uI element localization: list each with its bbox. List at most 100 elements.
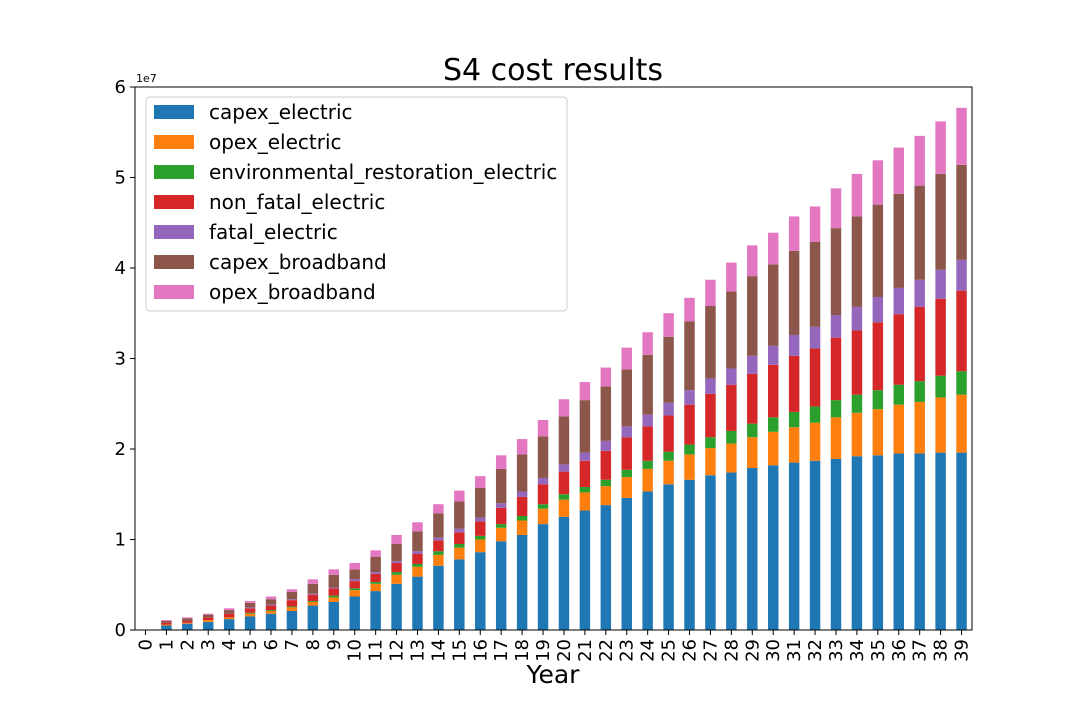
bar-non_fatal_electric-18: [516, 496, 528, 516]
bar-environmental_restoration_electric-8: [307, 601, 319, 602]
bar-opex_electric-39: [956, 394, 967, 453]
bar-non_fatal_electric-14: [433, 540, 444, 552]
x-tick-label: 23: [617, 639, 638, 662]
bar-capex_broadband-9: [328, 574, 340, 588]
bar-non_fatal_electric-36: [893, 314, 904, 385]
bar-opex_electric-34: [851, 412, 863, 457]
bar-fatal_electric-14: [433, 537, 444, 541]
bar-capex_electric-36: [893, 453, 904, 630]
bar-capex_broadband-37: [914, 185, 925, 280]
bar-fatal_electric-11: [370, 572, 381, 574]
bar-non_fatal_electric-24: [642, 426, 653, 461]
bar-capex_electric-27: [705, 475, 716, 630]
x-tick-label: 18: [512, 639, 533, 662]
bar-environmental_restoration_electric-38: [935, 375, 946, 398]
legend-label-opex_broadband: opex_broadband: [209, 280, 376, 304]
legend-swatch-opex_broadband: [154, 285, 194, 299]
bar-environmental_restoration_electric-35: [872, 390, 884, 410]
bar-capex_electric-33: [830, 458, 842, 630]
bar-opex_broadband-7: [286, 589, 298, 592]
x-tick-label: 20: [554, 639, 575, 662]
x-tick-label: 24: [638, 639, 659, 662]
bar-opex_electric-26: [684, 454, 695, 480]
bar-capex_broadband-3: [203, 614, 214, 618]
bar-non_fatal_electric-26: [684, 404, 695, 445]
bar-non_fatal_electric-25: [663, 415, 674, 452]
x-tick-label: 14: [428, 639, 449, 662]
bar-fatal_electric-29: [747, 355, 758, 374]
bar-capex_electric-21: [579, 510, 591, 630]
legend-swatch-capex_electric: [154, 105, 194, 119]
bar-environmental_restoration_electric-21: [579, 487, 591, 493]
bar-non_fatal_electric-13: [412, 553, 423, 564]
bar-environmental_restoration_electric-11: [370, 582, 381, 584]
bar-opex_electric-19: [537, 508, 549, 525]
bar-non_fatal_electric-31: [788, 355, 800, 412]
legend-swatch-fatal_electric: [154, 225, 194, 239]
bar-environmental_restoration_electric-27: [705, 437, 716, 449]
bar-capex_broadband-19: [537, 436, 549, 478]
bar-opex_electric-9: [328, 597, 340, 602]
bar-capex_broadband-20: [558, 416, 570, 465]
bar-fatal_electric-9: [328, 587, 340, 589]
bar-environmental_restoration_electric-31: [788, 411, 800, 428]
bar-capex_electric-28: [726, 472, 737, 630]
bar-opex_broadband-22: [600, 367, 612, 387]
bar-capex_broadband-36: [893, 193, 904, 288]
bar-capex_broadband-28: [726, 291, 737, 369]
legend-swatch-opex_electric: [154, 135, 194, 149]
bar-fatal_electric-21: [579, 452, 591, 461]
bar-fatal_electric-20: [558, 464, 570, 472]
bar-opex_broadband-34: [851, 173, 863, 217]
legend-label-capex_electric: capex_electric: [209, 100, 353, 124]
bar-opex_broadband-30: [767, 232, 779, 265]
bar-fatal_electric-12: [391, 561, 402, 564]
y-tick-label: 1: [115, 530, 126, 551]
bar-fatal_electric-25: [663, 402, 674, 416]
legend-label-non_fatal_electric: non_fatal_electric: [209, 190, 385, 214]
x-tick-label: 17: [491, 639, 512, 662]
bar-capex_electric-6: [265, 613, 277, 630]
bar-capex_electric-13: [412, 576, 423, 630]
x-tick-label: 27: [700, 639, 721, 662]
bar-capex_electric-26: [684, 479, 695, 630]
bar-fatal_electric-31: [788, 334, 800, 356]
bar-fatal_electric-7: [286, 599, 298, 601]
bar-environmental_restoration_electric-13: [412, 563, 423, 567]
bar-opex_electric-23: [621, 477, 632, 498]
bar-capex_broadband-18: [516, 454, 528, 492]
bar-opex_broadband-4: [223, 608, 235, 611]
bar-opex_broadband-23: [621, 347, 632, 370]
bar-capex_broadband-23: [621, 369, 632, 427]
bars-group: [161, 107, 967, 630]
bar-capex_broadband-1: [161, 620, 172, 623]
bar-opex_electric-4: [223, 617, 235, 620]
bar-capex_electric-5: [244, 616, 256, 630]
legend-box: [145, 96, 568, 312]
bar-opex_electric-2: [182, 622, 193, 624]
bar-non_fatal_electric-3: [203, 617, 214, 621]
bar-environmental_restoration_electric-29: [747, 423, 758, 438]
x-tick-label: 19: [533, 639, 554, 662]
bar-opex_broadband-38: [935, 121, 946, 174]
bar-capex_broadband-14: [433, 513, 444, 538]
bar-capex_broadband-38: [935, 173, 946, 270]
bar-capex_electric-17: [495, 541, 507, 630]
legend: capex_electric opex_electric environmental…: [145, 96, 568, 312]
bar-capex_broadband-11: [370, 556, 381, 573]
y-tick-label: 0: [115, 620, 126, 641]
bar-non_fatal_electric-23: [621, 437, 632, 470]
bar-opex_broadband-24: [642, 332, 653, 355]
bar-opex_electric-24: [642, 468, 653, 492]
legend-swatch-capex_broadband: [154, 255, 194, 269]
bar-fatal_electric-5: [244, 607, 256, 609]
legend-swatch-non_fatal_electric: [154, 195, 194, 209]
x-tick-label: 25: [659, 639, 680, 662]
bar-capex_electric-2: [182, 623, 193, 630]
bar-opex_broadband-29: [747, 245, 758, 277]
bar-environmental_restoration_electric-10: [349, 588, 360, 591]
bar-fatal_electric-18: [516, 491, 528, 497]
bar-capex_electric-35: [872, 455, 884, 630]
bar-fatal_electric-24: [642, 414, 653, 427]
